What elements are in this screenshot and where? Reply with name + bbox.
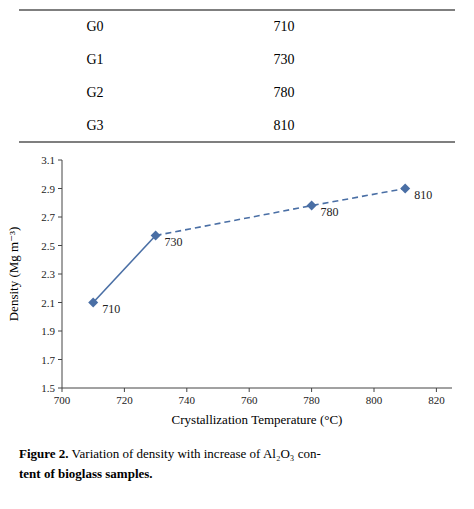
- point-label: 730: [165, 235, 183, 249]
- table-value: 780: [274, 85, 295, 100]
- table-rule: [19, 9, 455, 10]
- table-label: G2: [86, 85, 103, 100]
- y-tick-label: 2.1: [41, 297, 55, 309]
- table-value: 710: [274, 19, 295, 34]
- y-tick-label: 2.5: [41, 240, 55, 252]
- chart: G0 710 G1 730 G2 780 G3 810 700 720 740 760 780 800 82…: [0, 0, 474, 509]
- point-label: 780: [321, 205, 339, 219]
- x-tick: [249, 388, 250, 392]
- y-tick: [58, 274, 62, 275]
- x-tick-label: 720: [116, 394, 133, 406]
- plot-data: [88, 184, 410, 308]
- line-segment: [156, 189, 406, 236]
- table-value: 730: [274, 52, 295, 67]
- x-tick: [186, 388, 187, 392]
- y-tick-label: 1.7: [41, 354, 55, 366]
- caption-line2: tent of bioglass samples.: [19, 466, 153, 481]
- x-tick-label: 800: [366, 394, 383, 406]
- caption: Figure 2. Variation of density with incr…: [19, 446, 321, 461]
- x-tick-label: 700: [54, 394, 71, 406]
- y-tick: [58, 331, 62, 332]
- y-tick: [58, 388, 62, 389]
- x-tick: [311, 388, 312, 392]
- x-tick: [124, 388, 125, 392]
- y-axis-label: Density (Mg m⁻³): [6, 227, 21, 322]
- caption-normal: Variation of density with increase of Al…: [69, 446, 321, 461]
- x-tick: [374, 388, 375, 392]
- marker: [151, 231, 161, 241]
- y-tick-label: 3.1: [41, 154, 55, 166]
- x-axis-label: Crystallization Temperature (°C): [172, 412, 343, 427]
- marker: [400, 184, 410, 194]
- table-label: G0: [86, 19, 103, 34]
- y-tick: [58, 217, 62, 218]
- point-label: 810: [414, 188, 432, 202]
- x-tick: [62, 388, 63, 392]
- marker: [307, 201, 317, 211]
- x-tick-label: 820: [428, 394, 445, 406]
- x-axis: [62, 388, 452, 389]
- x-tick: [436, 388, 437, 392]
- point-label: 710: [102, 302, 120, 316]
- y-tick-label: 1.9: [41, 325, 55, 337]
- y-tick: [58, 188, 62, 189]
- x-tick-label: 760: [241, 394, 258, 406]
- table-label: G3: [86, 118, 103, 133]
- y-tick: [58, 302, 62, 303]
- y-tick-label: 2.3: [41, 268, 55, 280]
- line-segment: [93, 236, 155, 303]
- y-tick-label: 2.7: [41, 211, 55, 223]
- caption-bold: Figure 2.: [19, 446, 69, 461]
- y-tick-label: 2.9: [41, 183, 55, 195]
- table-label: G1: [86, 52, 103, 67]
- y-tick: [58, 359, 62, 360]
- y-tick: [58, 245, 62, 246]
- x-tick-label: 780: [303, 394, 320, 406]
- y-tick: [58, 160, 62, 161]
- marker: [88, 298, 98, 308]
- y-tick-label: 1.5: [41, 382, 55, 394]
- x-tick-label: 740: [179, 394, 196, 406]
- table-value: 810: [274, 118, 295, 133]
- table-rule: [19, 141, 455, 142]
